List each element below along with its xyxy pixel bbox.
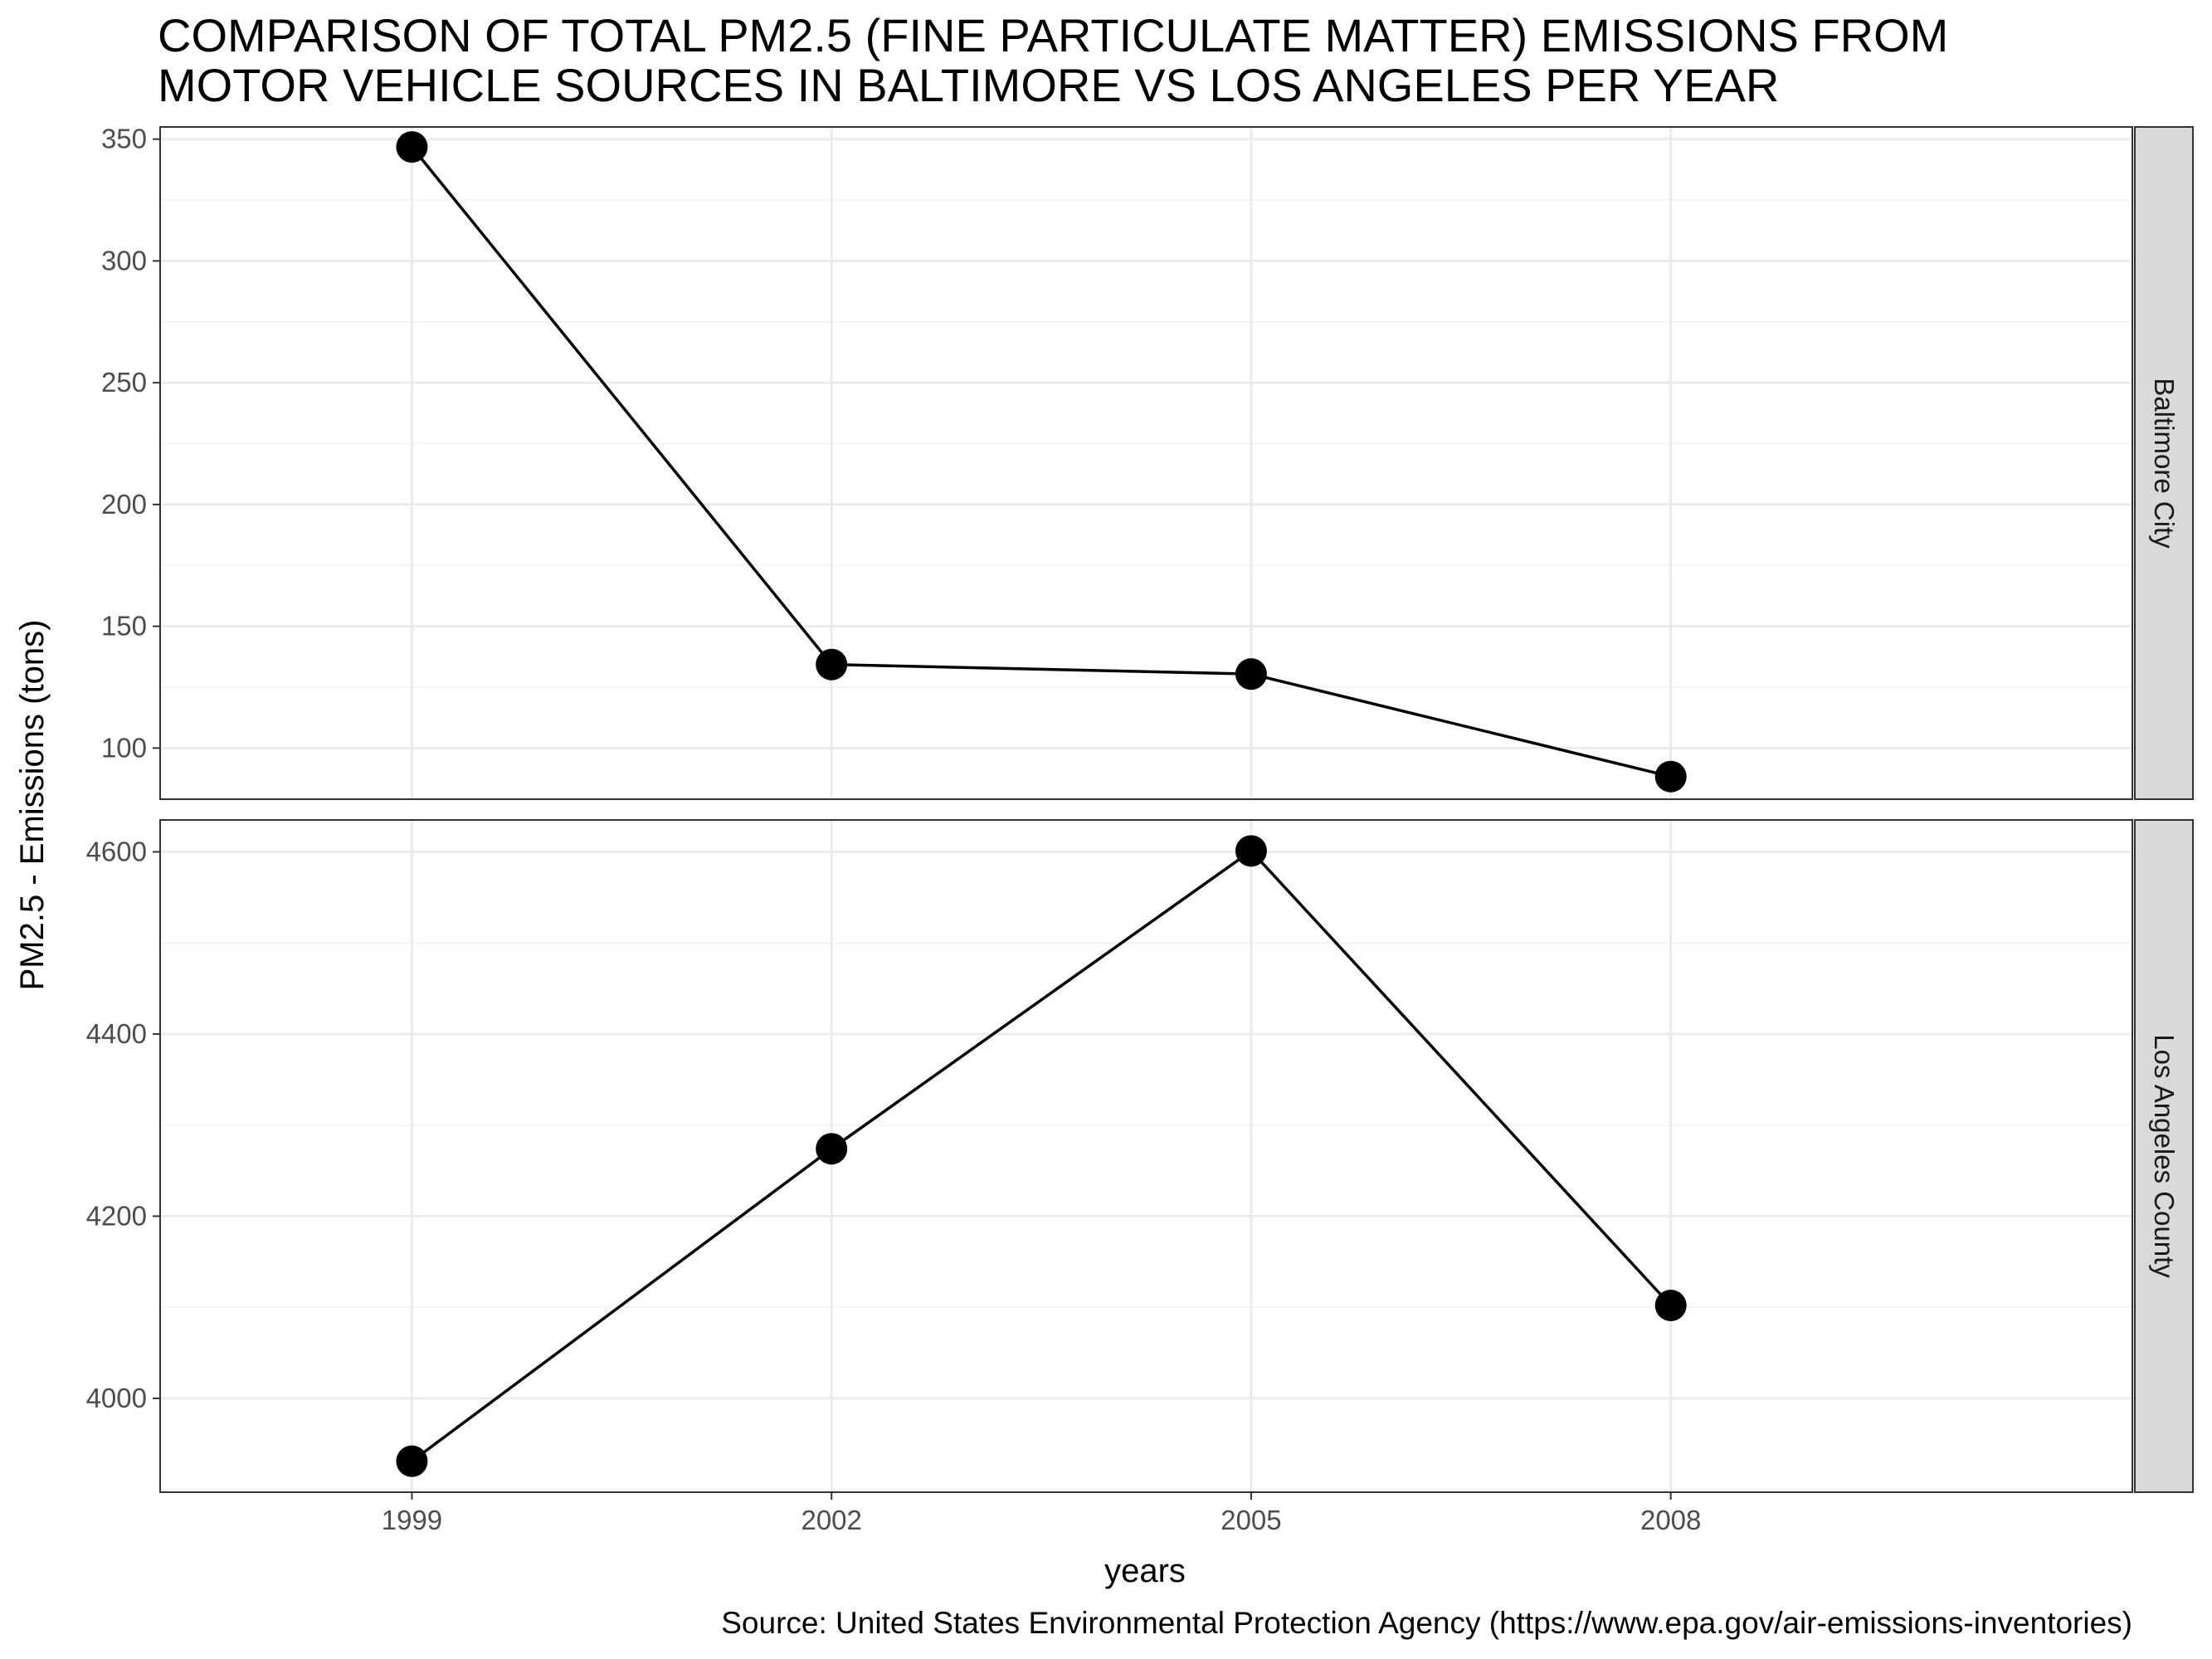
data-point — [1235, 835, 1267, 867]
x-axis-title: years — [1104, 1553, 1186, 1589]
facet-panel: 4000 4200 4400 4600 Los Angeles County — [86, 819, 2194, 1493]
series-line — [411, 145, 1672, 778]
y-tick-label: 200 — [101, 489, 147, 520]
y-tick-label: 100 — [101, 732, 147, 763]
x-tick-label: 2002 — [801, 1505, 861, 1535]
source-caption: Source: United States Environmental Prot… — [721, 1606, 2132, 1640]
x-tick-label: 2005 — [1220, 1505, 1281, 1535]
panel-background — [160, 127, 2132, 799]
y-tick-label: 4400 — [86, 1018, 147, 1049]
facet-strip-label: Los Angeles County — [2149, 1034, 2180, 1278]
facet-panel: 100 150 200 250 300 350 Baltimore City — [101, 124, 2194, 800]
y-tick-label: 150 — [101, 611, 147, 642]
y-axis-title: PM2.5 - Emissions (tons) — [14, 620, 51, 991]
chart-title-line-1: COMPARISON OF TOTAL PM2.5 (FINE PARTICUL… — [158, 9, 1948, 61]
data-point — [396, 131, 428, 163]
facet-panels: 100 150 200 250 300 350 Baltimore City 4000 4200… — [86, 124, 2194, 1493]
x-tick-label: 2008 — [1640, 1505, 1701, 1535]
panel-border — [159, 126, 2133, 800]
facet-strip — [2134, 819, 2194, 1493]
facet-strip-label: Baltimore City — [2149, 378, 2180, 549]
x-axis-ticks: 1999 2002 2005 2008 — [382, 1492, 1701, 1535]
data-point — [1654, 760, 1687, 793]
y-tick-label: 350 — [101, 124, 147, 154]
y-tick-label: 250 — [101, 367, 147, 398]
y-tick-label: 4000 — [86, 1383, 147, 1413]
panel-background — [160, 820, 2132, 1492]
facet-strip — [2134, 126, 2194, 800]
data-point — [396, 1445, 428, 1477]
data-point — [816, 648, 848, 681]
data-point — [1654, 1290, 1687, 1321]
data-point — [1235, 658, 1267, 690]
data-point — [816, 1133, 848, 1165]
y-tick-label: 300 — [101, 245, 147, 276]
y-tick-label: 4200 — [86, 1200, 147, 1231]
series-line — [411, 848, 1672, 1463]
panel-border — [159, 819, 2133, 1493]
x-tick-label: 1999 — [382, 1505, 442, 1535]
chart-title-line-2: MOTOR VEHICLE SOURCES IN BALTIMORE VS LO… — [158, 59, 1779, 111]
y-tick-label: 4600 — [86, 836, 147, 866]
